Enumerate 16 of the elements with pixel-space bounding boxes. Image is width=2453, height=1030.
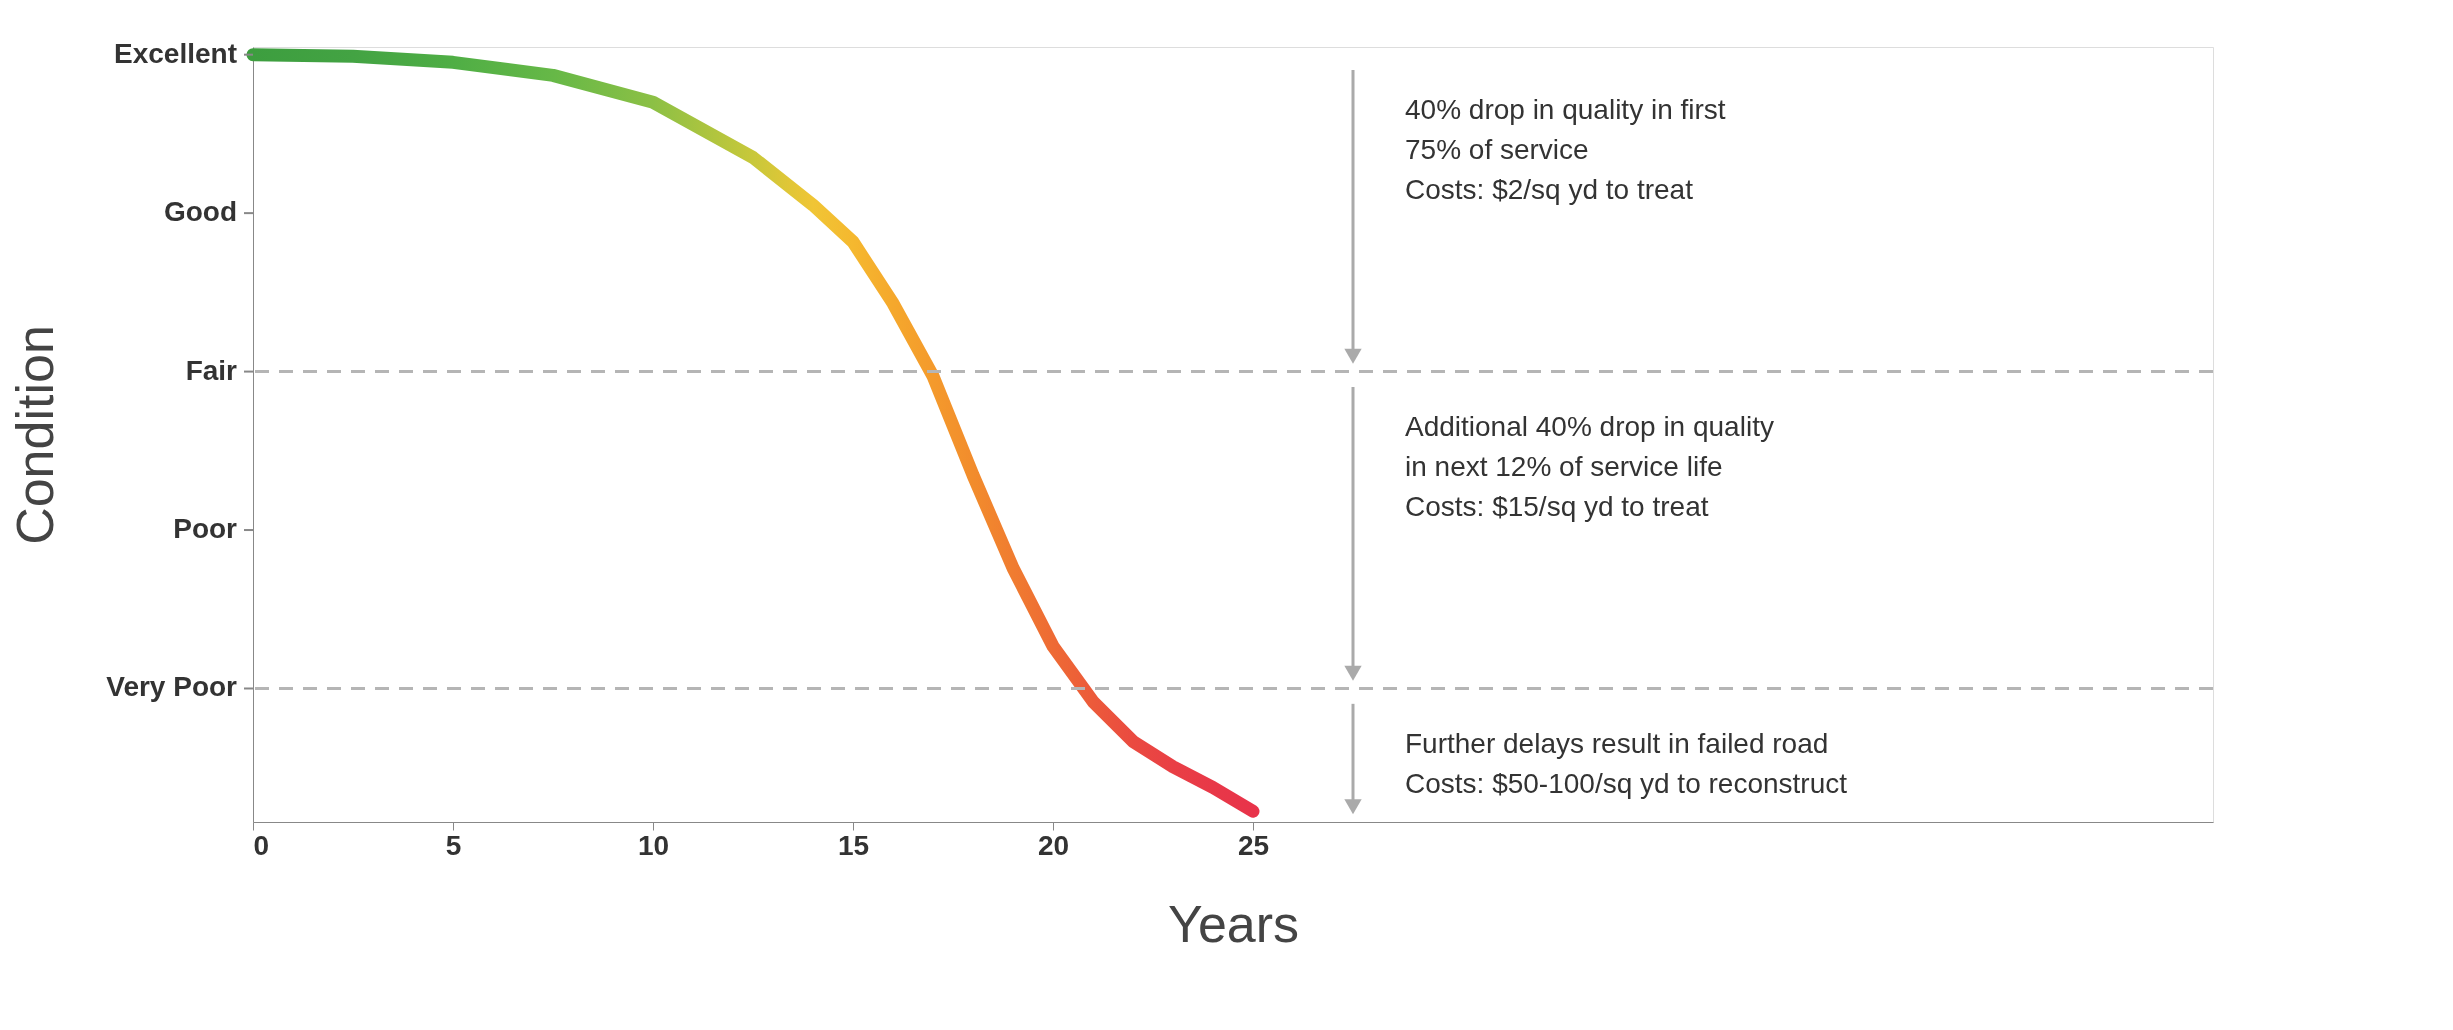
- x-tick-label: 20: [1037, 829, 1070, 861]
- text: Excellent: [114, 37, 237, 69]
- x-axis-title: Years: [1167, 894, 1300, 953]
- text: Good: [163, 196, 237, 228]
- y-axis-title: Condition: [5, 325, 64, 545]
- text: Poor: [173, 513, 238, 545]
- x-tick-label: 15: [837, 829, 870, 861]
- ref-line-label: Very Poor: [106, 671, 238, 703]
- ref-line-label: Fair: [185, 354, 238, 386]
- x-tick-label: 0: [253, 829, 270, 861]
- annotation: Further delays result in failed road Costs: $50-100/sq yd to reconstruct: [1405, 727, 1848, 799]
- x-tick-label: 25: [1237, 829, 1270, 861]
- x-tick-label: 10: [637, 829, 670, 861]
- annotation: Additional 40% drop in quality in next 12% of service life Costs: $15/sq yd to treat: [1405, 410, 1774, 522]
- x-tick-label: 5: [445, 829, 462, 861]
- annotation: 40% drop in quality in first 75% of service Costs: $2/sq yd to treat: [1405, 93, 1726, 205]
